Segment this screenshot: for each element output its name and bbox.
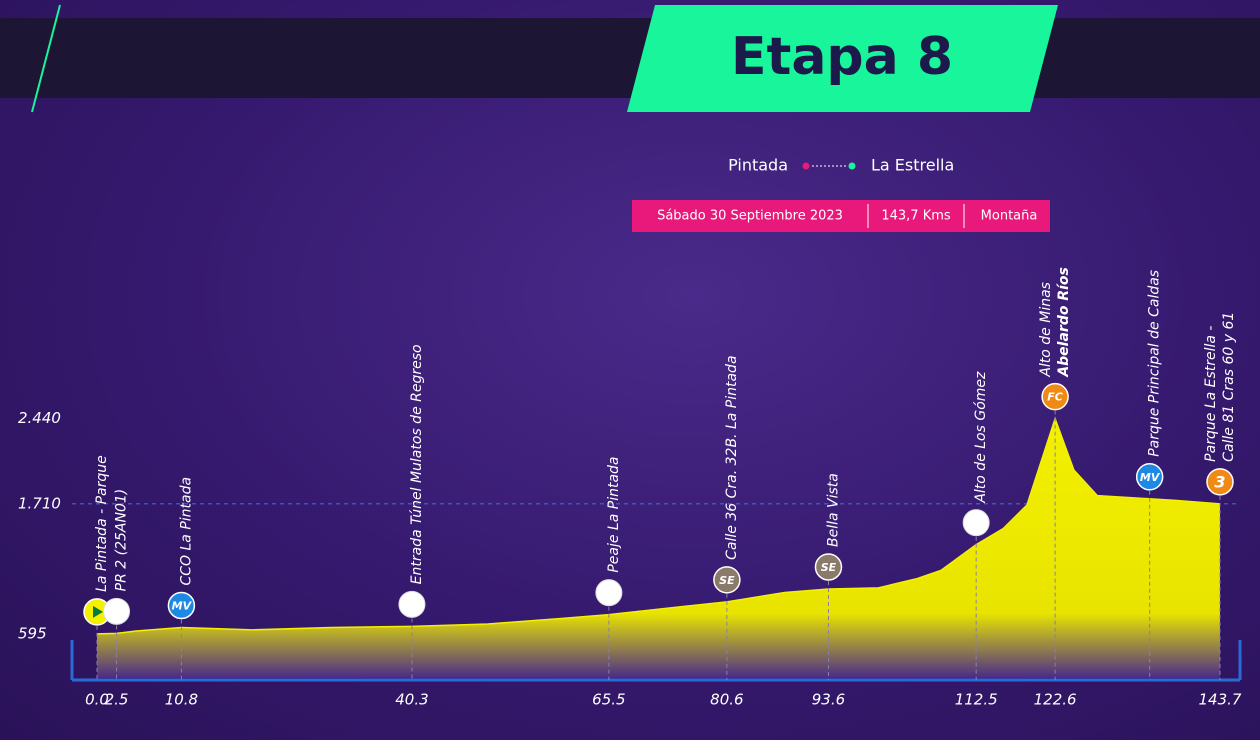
waypoint-dot [962,509,990,537]
route-dot [802,162,810,170]
waypoint-marker: 3 [1206,468,1234,496]
waypoint-marker: SE [814,553,843,581]
badge [1135,463,1164,491]
badge [713,566,741,594]
x-tick-label: 80.6 [710,691,743,709]
accent-line [31,4,61,113]
waypoint-marker: MV [167,591,196,620]
title-banner [627,5,1058,112]
badge-text: FC [1047,391,1063,404]
badge-text: 3 [1214,472,1225,491]
waypoint-label: La Pintada - Parque [94,455,110,592]
x-tick-label: 122.6 [1034,691,1077,709]
x-tick-label: 40.3 [395,691,428,709]
x-tick-label: 143.7 [1199,691,1242,709]
badge-text: SE [821,561,837,574]
badge-text: MV [172,600,193,613]
badge [1206,468,1234,496]
waypoint-label: Entrada Túnel Mulatos de Regreso [409,344,425,584]
waypoint-dot [103,597,131,625]
badge-text: SE [719,574,735,587]
date: Sábado 30 Septiembre 2023 [657,209,843,224]
waypoint-label: Alto de Minas [1038,282,1054,378]
waypoint-marker [398,590,426,618]
waypoint-label: Calle 36 Cra. 32B. La Pintada [724,355,740,559]
header-bar [0,18,1260,98]
waypoint-label: PR 2 (25AN01) [114,489,130,592]
waypoint-dot [398,590,426,618]
waypoint-label: Parque La Estrella - [1203,326,1219,462]
y-tick-label: 595 [18,624,47,642]
route-dot [848,162,856,170]
info-box [632,200,1050,232]
waypoint-label: Peaje La Pintada [606,457,622,573]
profile-line [96,416,1221,635]
stage-type: Montaña [981,209,1038,224]
title: Etapa 8 [731,27,953,87]
waypoint-marker: SE [713,566,741,594]
start-icon [93,605,103,618]
badge [167,591,196,620]
waypoint-marker: FC [1041,382,1069,411]
badge [814,553,843,581]
waypoint-marker [595,579,623,607]
x-tick-label: 112.5 [955,691,998,709]
waypoint-marker [103,597,131,625]
x-tick-label: 65.5 [592,691,625,709]
x-tick-label: 10.8 [165,691,198,709]
waypoint-dot [595,579,623,607]
waypoint-label: CCO La Pintada [178,477,194,586]
route-to: La Estrella [871,156,954,175]
waypoint-label: Alto de Los Gómez [973,371,989,504]
badge [1041,382,1069,411]
waypoint-label: Bella Vista [825,473,841,547]
waypoint-sublabel: Calle 81 Cras 60 y 61 [1221,312,1237,462]
distance: 143,7 Kms [881,209,951,224]
x-tick-label: 93.6 [812,691,845,709]
waypoint-marker [962,509,990,537]
x-tick-label: 2.5 [105,691,129,709]
route-from: Pintada [728,156,788,175]
y-tick-label: 1.710 [18,494,61,512]
y-tick-label: 2.440 [18,409,61,427]
area-fill [97,418,1220,678]
badge-text: MV [1140,471,1161,484]
waypoint-sublabel: Abelardo Ríos [1056,267,1072,378]
x-tick-label: 0.0 [85,691,109,709]
waypoint-marker: MV [1135,463,1164,491]
waypoint-label: Parque Principal de Caldas [1147,270,1163,457]
